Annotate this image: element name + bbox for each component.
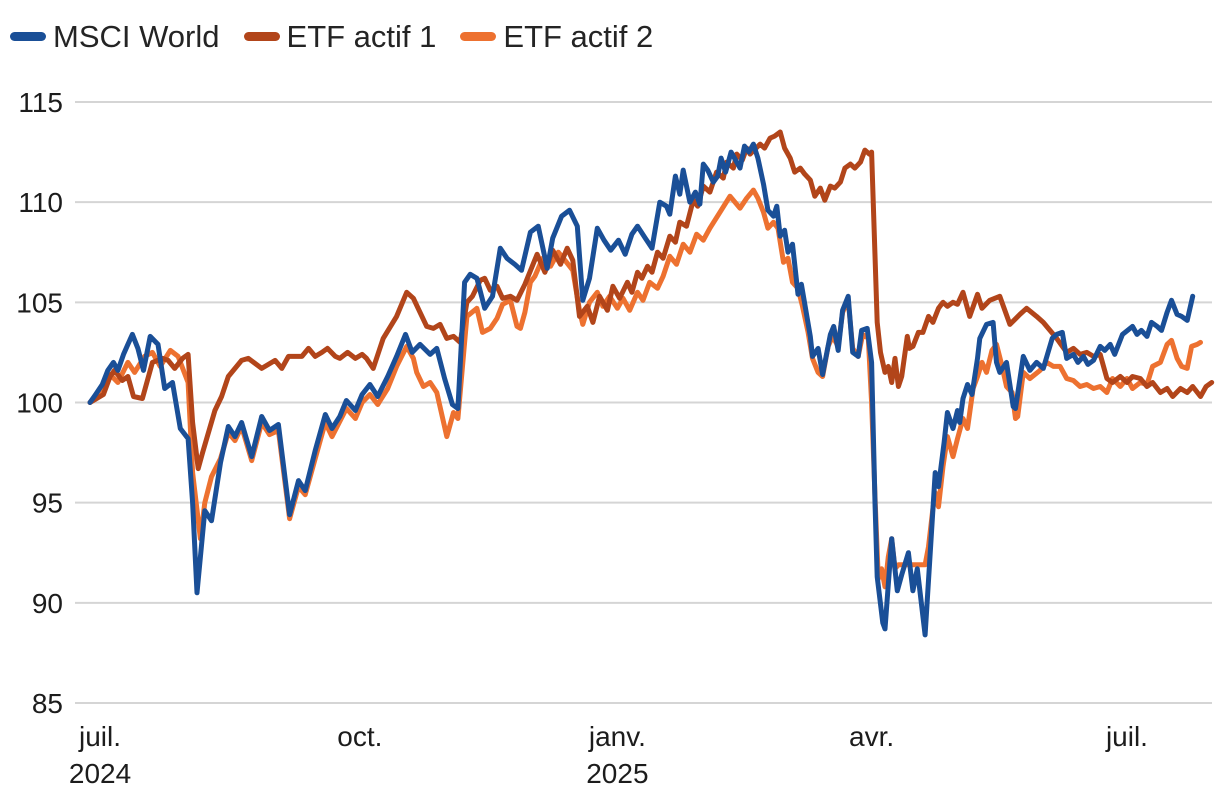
legend-label-etf-actif-2: ETF actif 2 bbox=[503, 19, 654, 54]
legend-swatch-msci-world-icon bbox=[10, 32, 46, 41]
legend-item-etf-actif-1: ETF actif 1 bbox=[243, 19, 437, 54]
y-axis-label-115: 115 bbox=[18, 87, 63, 118]
y-axis-label-100: 100 bbox=[16, 387, 63, 418]
y-axis-label-110: 110 bbox=[18, 187, 63, 218]
y-axis-label-105: 105 bbox=[16, 287, 63, 318]
legend-swatch-etf-actif-1-icon bbox=[243, 32, 280, 41]
series-line-etf-actif-1 bbox=[87, 129, 1215, 472]
legend-item-msci-world: MSCI World bbox=[10, 21, 220, 52]
x-axis-sublabel-2024: 2024 bbox=[69, 758, 131, 789]
x-axis-label-juil-: juil. bbox=[1105, 721, 1148, 752]
chart-legend: MSCI World ETF actif 1 ETF actif 2 bbox=[10, 21, 653, 52]
legend-label-etf-actif-1: ETF actif 1 bbox=[286, 19, 437, 54]
legend-swatch-etf-actif-2-icon bbox=[460, 32, 497, 41]
x-axis-label-janv-: janv. bbox=[588, 721, 646, 752]
y-axis-label-95: 95 bbox=[32, 488, 63, 519]
legend-label-msci-world: MSCI World bbox=[53, 19, 220, 54]
series-line-etf-actif-2 bbox=[87, 187, 1203, 590]
x-axis-label-juil-: juil. bbox=[78, 721, 121, 752]
x-axis-label-avr-: avr. bbox=[849, 721, 894, 752]
x-axis-sublabel-2025: 2025 bbox=[586, 758, 648, 789]
legend-item-etf-actif-2: ETF actif 2 bbox=[460, 21, 653, 52]
x-axis-label-oct-: oct. bbox=[337, 721, 382, 752]
y-axis-label-90: 90 bbox=[32, 588, 63, 619]
series-line-msci-world bbox=[87, 141, 1196, 638]
y-axis-label-85: 85 bbox=[32, 688, 63, 719]
